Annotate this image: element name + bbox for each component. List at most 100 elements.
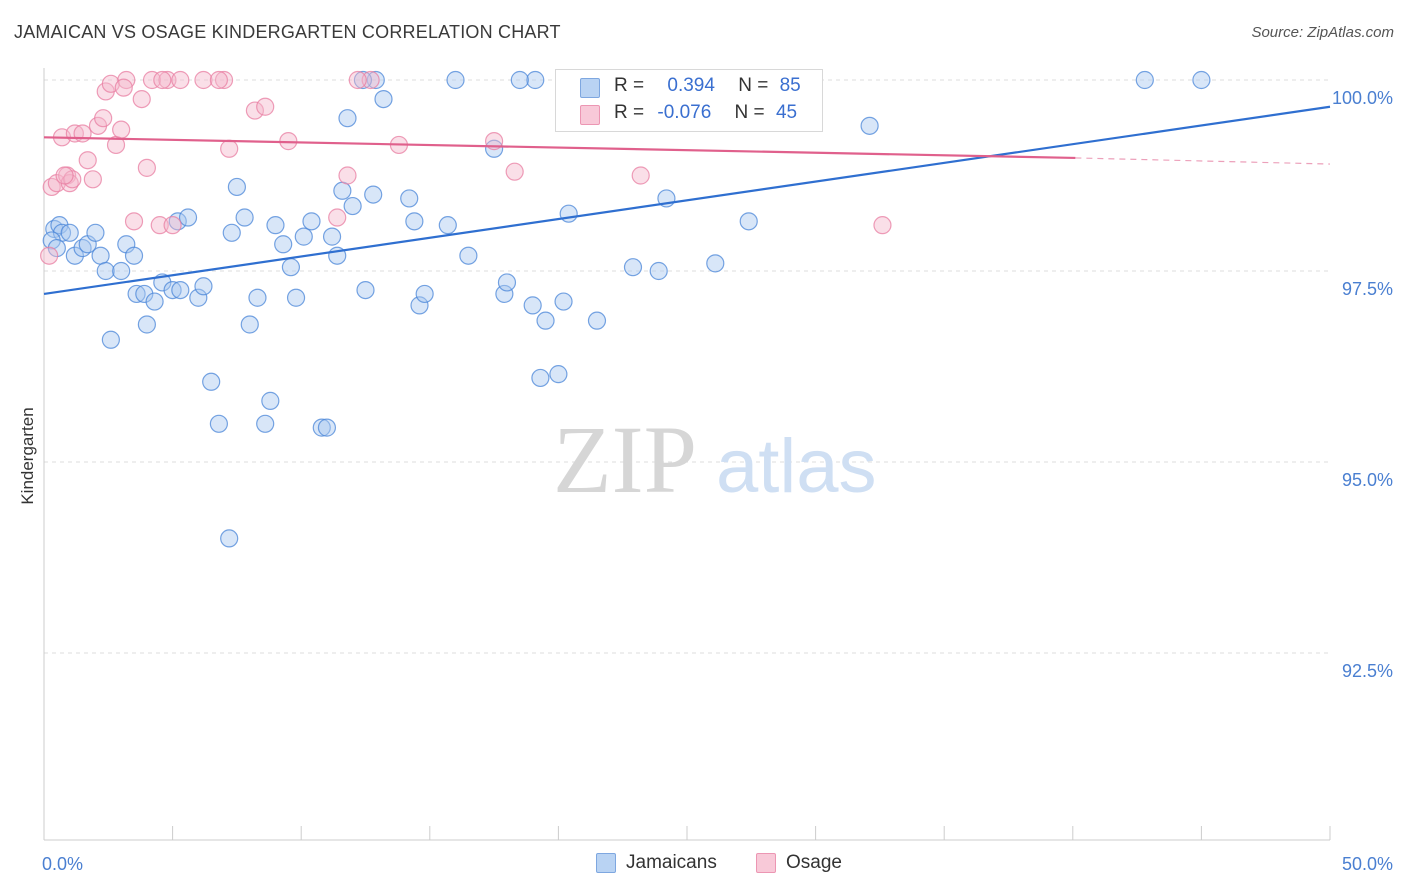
legend-swatch-jamaicans bbox=[580, 78, 600, 98]
point-jamaicans-17 bbox=[145, 292, 164, 311]
legend-swatch-osage bbox=[756, 853, 776, 873]
point-jamaicans-47 bbox=[343, 196, 362, 216]
stats-legend: R = 0.394 N = 85 R = -0.076 N = 45 bbox=[555, 69, 823, 132]
point-jamaicans-13 bbox=[101, 330, 120, 349]
point-jamaicans-63 bbox=[523, 296, 542, 315]
point-jamaicans-19 bbox=[163, 281, 182, 300]
point-jamaicans-36 bbox=[274, 235, 293, 254]
point-jamaicans-84 bbox=[353, 70, 373, 90]
point-osage-44 bbox=[348, 70, 367, 90]
data-points bbox=[40, 70, 1211, 548]
y-tick-label-0: 100.0% bbox=[1332, 88, 1393, 108]
legend-n-value: 85 bbox=[779, 75, 801, 96]
point-osage-17 bbox=[124, 212, 144, 231]
point-osage-28 bbox=[245, 101, 265, 120]
point-osage-32 bbox=[338, 166, 357, 185]
point-osage-25 bbox=[194, 70, 213, 90]
point-jamaicans-48 bbox=[356, 281, 375, 300]
point-osage-18 bbox=[132, 89, 151, 109]
point-jamaicans-46 bbox=[338, 109, 357, 128]
watermark: ZIP atlas bbox=[553, 406, 877, 513]
point-jamaicans-21 bbox=[178, 208, 198, 227]
legend-r-value: 0.394 bbox=[667, 75, 715, 96]
point-jamaicans-24 bbox=[194, 277, 213, 296]
point-jamaicans-81 bbox=[47, 238, 66, 258]
point-osage-38 bbox=[873, 216, 892, 235]
point-jamaicans-50 bbox=[366, 70, 385, 90]
trend-line-osage bbox=[43, 136, 1076, 160]
point-jamaicans-7 bbox=[86, 223, 105, 242]
point-jamaicans-10 bbox=[112, 261, 131, 281]
point-jamaicans-30 bbox=[235, 208, 254, 227]
point-jamaicans-29 bbox=[227, 177, 246, 197]
legend-r-label: R = bbox=[614, 75, 645, 96]
point-jamaicans-32 bbox=[248, 288, 267, 307]
point-osage-36 bbox=[505, 162, 524, 181]
point-jamaicans-8 bbox=[91, 246, 110, 265]
point-jamaicans-34 bbox=[261, 391, 280, 410]
point-osage-21 bbox=[150, 216, 169, 235]
legend-label-jamaicans: Jamaicans bbox=[626, 852, 717, 873]
point-osage-7 bbox=[73, 124, 92, 143]
point-jamaicans-41 bbox=[312, 418, 331, 437]
point-jamaicans-68 bbox=[559, 204, 578, 223]
watermark-atlas: atlas bbox=[716, 424, 877, 509]
trend-extension-osage bbox=[1075, 157, 1331, 165]
point-jamaicans-56 bbox=[438, 216, 457, 235]
point-jamaicans-49 bbox=[364, 185, 383, 204]
point-jamaicans-23 bbox=[189, 288, 208, 307]
point-jamaicans-78 bbox=[1135, 70, 1154, 90]
y-tick-label-3: 92.5% bbox=[1342, 661, 1393, 681]
point-jamaicans-42 bbox=[317, 418, 337, 437]
point-jamaicans-43 bbox=[322, 227, 342, 246]
point-jamaicans-66 bbox=[549, 365, 568, 384]
point-jamaicans-26 bbox=[209, 414, 228, 433]
point-jamaicans-54 bbox=[410, 296, 429, 315]
point-jamaicans-69 bbox=[587, 311, 607, 330]
point-jamaicans-35 bbox=[266, 216, 285, 235]
source-label: Source: ZipAtlas.com bbox=[1251, 24, 1394, 41]
point-jamaicans-73 bbox=[706, 254, 725, 273]
point-jamaicans-55 bbox=[415, 284, 434, 304]
y-axis-label: Kindergarten bbox=[18, 407, 37, 504]
point-jamaicans-70 bbox=[623, 258, 643, 277]
point-osage-2 bbox=[47, 174, 66, 193]
point-jamaicans-25 bbox=[202, 372, 221, 391]
point-jamaicans-61 bbox=[497, 273, 517, 292]
point-jamaicans-52 bbox=[400, 189, 419, 208]
point-jamaicans-77 bbox=[860, 116, 879, 135]
series-jamaicans bbox=[42, 70, 1211, 548]
point-jamaicans-12 bbox=[124, 246, 144, 265]
point-jamaicans-38 bbox=[286, 288, 306, 307]
legend-r-label: R = bbox=[614, 102, 645, 123]
point-osage-23 bbox=[163, 216, 182, 235]
point-jamaicans-71 bbox=[649, 261, 668, 281]
trend-lines bbox=[43, 105, 1331, 296]
point-jamaicans-60 bbox=[495, 284, 514, 304]
trend-line-jamaicans bbox=[43, 105, 1331, 296]
point-jamaicans-79 bbox=[1192, 70, 1211, 90]
point-jamaicans-14 bbox=[127, 284, 146, 304]
point-jamaicans-37 bbox=[281, 258, 301, 277]
legend-r-value: -0.076 bbox=[657, 102, 712, 123]
point-osage-22 bbox=[158, 70, 177, 90]
point-jamaicans-31 bbox=[240, 315, 259, 334]
point-osage-43 bbox=[209, 70, 228, 90]
watermark-zip: ZIP bbox=[553, 406, 697, 513]
point-jamaicans-22 bbox=[171, 281, 190, 300]
point-osage-20 bbox=[142, 70, 162, 90]
axis-ticks: 100.0% 97.5% 95.0% 92.5% 0.0% 50.0% bbox=[42, 88, 1393, 874]
point-jamaicans-53 bbox=[405, 212, 424, 231]
point-jamaicans-33 bbox=[256, 414, 275, 433]
point-osage-0 bbox=[40, 246, 59, 265]
grid-lines bbox=[44, 79, 1330, 654]
point-jamaicans-83 bbox=[510, 70, 529, 90]
point-osage-29 bbox=[256, 97, 275, 116]
point-osage-37 bbox=[631, 166, 650, 185]
legend-n-label: N = bbox=[734, 102, 765, 123]
point-osage-24 bbox=[171, 70, 190, 90]
point-jamaicans-67 bbox=[554, 292, 573, 311]
point-jamaicans-45 bbox=[333, 181, 352, 200]
point-osage-19 bbox=[137, 158, 156, 177]
point-jamaicans-3 bbox=[60, 223, 79, 242]
